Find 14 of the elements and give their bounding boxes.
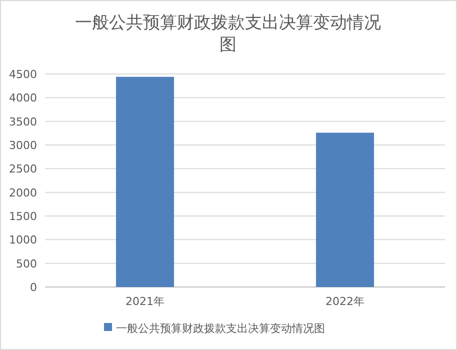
y-tick-label: 1500	[9, 210, 37, 223]
legend-label: 一般公共预算财政拨款支出决算变动情况图	[116, 322, 325, 335]
y-tick-label: 0	[30, 281, 37, 294]
y-tick-label: 1000	[9, 234, 37, 247]
y-tick-label: 4500	[9, 68, 37, 81]
x-tick-label: 2021年	[126, 295, 164, 308]
y-tick-label: 2500	[9, 162, 37, 176]
y-tick-label: 4000	[9, 92, 37, 105]
y-tick-label: 3500	[9, 115, 37, 128]
y-tick-label: 2000	[9, 186, 37, 200]
y-tick-label: 500	[16, 257, 37, 270]
x-tick-label: 2022年	[326, 295, 364, 308]
y-tick-label: 3000	[9, 139, 37, 152]
title: 一般公共预算财政拨款支出决算变动情况图	[75, 13, 381, 55]
